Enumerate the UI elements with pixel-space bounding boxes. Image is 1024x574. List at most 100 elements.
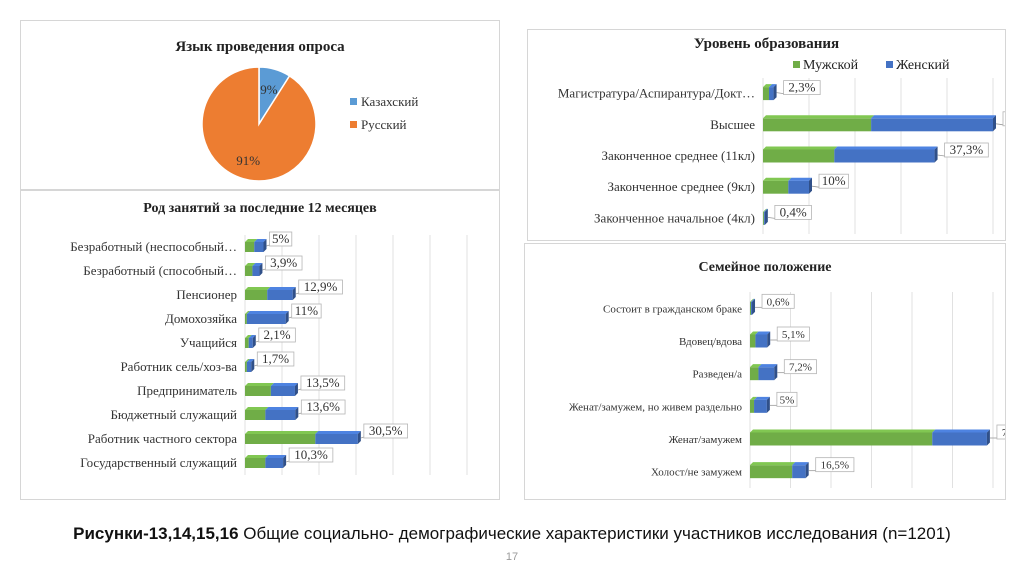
bar-segment-side: [764, 208, 768, 225]
data-label: 0,4%: [780, 204, 807, 219]
bar-segment-top: [246, 359, 255, 362]
category-label: Женат/замужем, но живем раздельно: [569, 401, 743, 413]
bar-segment-male: [245, 410, 266, 420]
data-label-leader: [776, 92, 784, 94]
legend-entry: Казахский: [361, 94, 418, 109]
bar-segment-female: [932, 432, 987, 446]
data-label-box: [300, 375, 346, 391]
data-label: 12,9%: [304, 279, 338, 294]
bar-segment-female: [788, 180, 809, 194]
bar-segment-top: [245, 431, 319, 434]
category-label: Работник сель/хоз-ва: [120, 359, 237, 374]
bar-segment-side: [294, 383, 298, 396]
data-label: 5,1%: [782, 329, 805, 341]
bar-segment-top: [245, 335, 252, 338]
bar-segment-male: [245, 458, 266, 468]
bar-segment-male: [763, 211, 764, 225]
data-label-box: [291, 303, 322, 319]
bar-segment-top: [315, 431, 361, 434]
bar-segment-top: [750, 462, 796, 466]
bar-segment-top: [763, 208, 768, 212]
data-label: 11%: [295, 303, 319, 318]
data-label: 10%: [822, 173, 846, 188]
occupation-chart-title: Род занятий за последние 12 месяцев: [143, 201, 377, 216]
bar-segment-side: [805, 462, 809, 479]
data-label-leader: [298, 412, 302, 415]
bar-segment-side: [986, 429, 990, 446]
data-label-box: [269, 231, 293, 247]
data-label: 13,5%: [306, 375, 340, 390]
data-label-box: [776, 391, 798, 407]
caption-figure-numbers: Рисунки-13,14,15,16: [73, 524, 239, 543]
data-label-box: [256, 351, 295, 367]
data-label-box: [996, 424, 1005, 440]
category-label: Состоит в гражданском браке: [603, 303, 742, 315]
bar-segment-male: [750, 399, 755, 413]
bar-segment-female: [871, 118, 993, 132]
bar-segment-side: [292, 287, 296, 300]
data-label: 13,6%: [306, 399, 340, 414]
bar-segment-side: [766, 396, 770, 413]
data-label: 0,6%: [767, 296, 790, 308]
bar-segment-top: [788, 177, 812, 181]
bar-segment-male: [245, 290, 268, 300]
bar-segment-male: [245, 338, 249, 348]
bar-segment-female: [248, 338, 253, 348]
data-label-leader: [295, 292, 299, 295]
data-label-box: [761, 293, 795, 309]
category-label: Безработный (способный…: [83, 263, 237, 278]
data-label-box: [776, 326, 810, 342]
bar-segment-top: [792, 462, 809, 466]
pie-slice-label: 91%: [236, 153, 260, 168]
data-label-box: [288, 447, 334, 463]
category-label: Домохозяйка: [165, 311, 237, 326]
data-label-leader: [297, 388, 302, 391]
bar-segment-top: [245, 359, 250, 362]
category-label: Разведен/а: [692, 369, 742, 381]
category-label: Государственный служащий: [80, 455, 237, 470]
bar-segment-top: [932, 429, 990, 433]
bar-segment-side: [263, 239, 267, 252]
bar-segment-side: [252, 335, 256, 348]
data-label: 1,7%: [262, 351, 289, 366]
bar-segment-side: [285, 311, 289, 324]
data-label-box: [265, 255, 303, 271]
data-label-leader: [285, 460, 290, 463]
education-chart-panel: Уровень образования Магистратура/Аспиран…: [527, 29, 1006, 241]
pie-slice-label: 9%: [260, 82, 278, 97]
data-label: 3,9%: [270, 255, 297, 270]
occupation-bar-chart: Безработный (неспособный… 5% Безработный (…: [70, 231, 468, 475]
data-label: 16,5%: [821, 460, 849, 472]
bar-segment-male: [245, 242, 255, 252]
category-label: Бюджетный служащий: [110, 407, 237, 422]
bar-segment-female: [246, 362, 252, 372]
bar-segment-top: [763, 208, 767, 212]
data-label: 7,2%: [789, 362, 812, 374]
caption-text: Общие социально- демографические характе…: [243, 524, 951, 543]
bar-segment-male: [750, 334, 756, 348]
bar-segment-top: [755, 331, 771, 335]
legend-entry: Женский: [896, 58, 950, 73]
bar-segment-side: [993, 115, 996, 132]
bar-segment-female: [792, 465, 806, 479]
bar-segment-side: [295, 407, 299, 420]
bar-segment-top: [750, 331, 759, 335]
bar-segment-top: [267, 287, 296, 290]
bar-segment-male: [763, 180, 789, 194]
bar-segment-top: [871, 115, 996, 119]
legend-swatch: [886, 61, 893, 68]
marital-chart-title: Семейное положение: [698, 260, 832, 275]
bar-segment-male: [245, 386, 271, 396]
bar-segment-female: [758, 367, 775, 381]
bar-segment-top: [265, 455, 287, 458]
bar-segment-male: [750, 301, 752, 315]
bar-segment-top: [834, 146, 938, 150]
bar-segment-top: [763, 84, 772, 88]
bar-segment-top: [750, 298, 755, 302]
data-label-leader: [254, 364, 258, 367]
pie-slice: [201, 66, 317, 182]
bar-segment-top: [750, 429, 936, 433]
bar-segment-male: [763, 118, 872, 132]
bar-segment-top: [763, 115, 875, 119]
language-pie-chart: 9% 91% Казахский Русский: [201, 66, 418, 182]
